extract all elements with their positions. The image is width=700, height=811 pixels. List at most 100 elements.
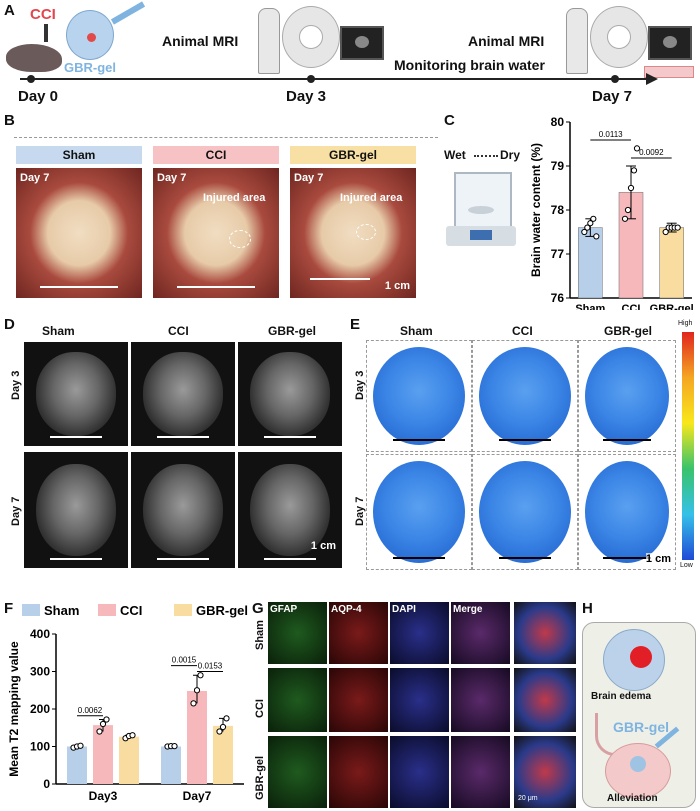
schematic-box: Brain edema GBR-gel Alleviation [582,622,696,808]
gbr-gel-label: GBR-gel [64,60,116,75]
day7-text: Day 7 [157,172,187,184]
data-point [193,687,201,694]
fluorescence-gfap-gbr-gel [268,736,327,808]
g-row-gbr-gel: GBR-gel [254,756,266,800]
legend-swatch [98,604,116,616]
mri-gbr-gel-day7: 1 cm [238,452,342,568]
bar [213,725,233,784]
chart-t2-mapping: 0 100 200 300 400 Mean T2 mapping value Sham CC… [7,603,248,803]
scientist-icon [258,8,280,74]
cci-label: CCI [30,6,56,23]
data-point [584,224,591,231]
t2-sham-day7 [366,454,472,570]
header-gbr-gel: GBR-gel [290,146,416,164]
data-point [630,167,638,174]
animal-mri-label-2: Animal MRI [468,33,545,49]
mri-scanner-icon [282,6,340,68]
fluorescence-merge-sham [451,602,510,664]
t2-cci-day7 [472,454,578,570]
data-point [587,220,594,227]
data-point [103,716,110,723]
p-value-label: 0.0092 [639,148,664,157]
y-tick-label: 200 [30,702,50,716]
panel-label-g: G [252,600,264,617]
data-point [190,700,197,707]
colorbar-high: High [678,320,693,327]
wet-dry-arrow [474,155,498,157]
panel-label-h: H [582,600,593,617]
data-point [96,728,103,735]
impactor-icon [44,24,48,42]
mri-scanner-icon-2 [590,6,648,68]
bar [67,746,87,784]
data-point [216,728,223,735]
dry-label: Dry [500,148,521,162]
scale-bar [310,278,370,280]
y-tick-label: 80 [551,115,565,129]
y-tick-label: 78 [551,203,565,217]
panel-label-b: B [4,112,15,129]
monitor-icon-2 [648,26,692,60]
photo-sham: Day 7 [16,168,142,298]
day3-label: Day 3 [286,88,327,105]
scale-bar [177,286,255,288]
d-header-gbr-gel: GBR-gel [268,324,316,338]
colorbar-low: Low [680,562,693,569]
day7-text: Day 7 [294,172,324,184]
e-row-day3: Day 3 [354,370,366,400]
g-row-cci: CCI [254,699,266,718]
fluorescence-zoom-sham [514,602,576,664]
scientist-icon-2 [566,8,588,74]
curve-arrow-icon [595,713,620,756]
photo-cci: Day 7 Injured area [153,168,279,298]
y-axis-label: Brain water content (%) [529,143,543,277]
fluorescence-gfap-cci [268,668,327,732]
fluorescence-merge-gbr-gel [451,736,510,808]
panel-label-d: D [4,316,15,333]
bar [187,691,207,784]
timeline-arrow [646,73,658,85]
p-value-label: 0.0113 [599,130,623,139]
monitor-icon [340,26,384,60]
edema-brain-icon [603,629,665,691]
data-point [633,145,641,152]
brain-icon [66,10,114,60]
animal-mri-label-1: Animal MRI [162,33,239,49]
scale-bar-label: 1 cm [384,280,410,292]
fluorescence-zoom-cci [514,668,576,732]
d-header-cci: CCI [168,324,189,338]
p-value-label: 0.0153 [198,662,223,671]
y-tick-label: 100 [30,740,50,754]
mri-cci-day7 [131,452,235,568]
fluorescence-dapi-sham [390,602,449,664]
legend-swatch [22,604,40,616]
t2-sham-day3 [366,340,472,452]
timeline-dot-day7 [611,75,619,83]
injured-area-text: Injured area [340,192,403,204]
y-tick-label: 0 [43,777,50,791]
g-channel-aqp4: AQP-4 [331,604,362,615]
d-scale-label: 1 cm [310,540,336,552]
e-row-day7: Day 7 [354,496,366,526]
bar [659,227,684,299]
chart-brain-water: 76 77 78 79 80 Brain water content (%) Sham CCI… [529,115,694,310]
g-channel-dapi: DAPI [392,604,416,615]
data-point [593,233,600,240]
legend-label: CCI [120,603,142,618]
syringe-icon [110,1,146,25]
treated-brain-icon [605,743,671,799]
y-tick-label: 400 [30,627,50,641]
data-point [77,742,84,749]
h-gbr-gel-label: GBR-gel [613,719,669,735]
data-point [674,224,681,231]
x-tick-label: Day7 [183,789,212,803]
injury-outline [356,224,376,240]
data-point [219,723,227,731]
e-header-cci: CCI [512,324,533,338]
e-scale-label: 1 cm [645,553,671,565]
photo-gbr-gel: Day 7 Injured area 1 cm [290,168,416,298]
x-tick-label: CCI [622,303,641,310]
day0-label: Day 0 [18,88,59,105]
panel-b-divider [14,137,438,138]
y-tick-label: 77 [551,247,565,261]
